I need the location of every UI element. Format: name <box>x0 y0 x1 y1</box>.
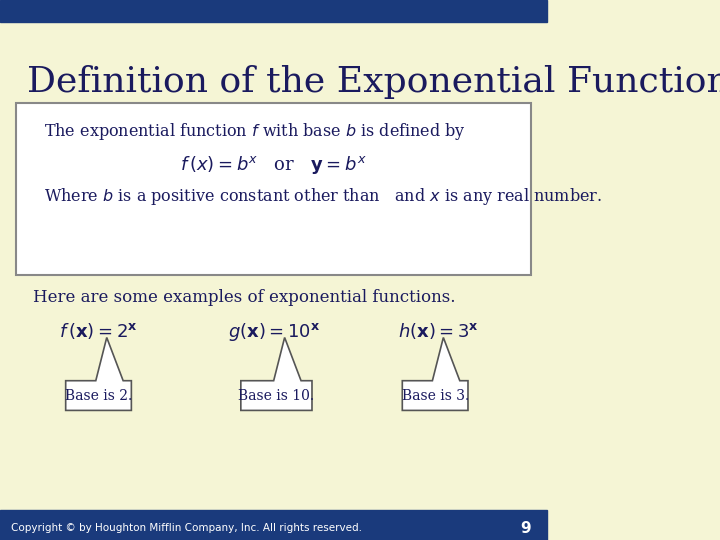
Text: Where $b$ is a positive constant other than   and $x$ is any real number.: Where $b$ is a positive constant other t… <box>44 186 602 207</box>
Text: Base is 10.: Base is 10. <box>238 389 315 402</box>
Polygon shape <box>240 338 312 410</box>
Bar <box>0 0 547 22</box>
Text: Here are some examples of exponential functions.: Here are some examples of exponential fu… <box>33 289 455 306</box>
Text: $f\,(\mathbf{x}) = 2^\mathbf{x}$: $f\,(\mathbf{x}) = 2^\mathbf{x}$ <box>59 321 138 341</box>
Text: $f\,(x) = b^x$   or   $\mathbf{y} = b^x$: $f\,(x) = b^x$ or $\mathbf{y} = b^x$ <box>180 154 367 176</box>
Text: $h(\mathbf{x}) = 3^\mathbf{x}$: $h(\mathbf{x}) = 3^\mathbf{x}$ <box>397 321 478 341</box>
Bar <box>0 510 547 540</box>
Text: $g(\mathbf{x}) = 10^\mathbf{x}$: $g(\mathbf{x}) = 10^\mathbf{x}$ <box>228 321 320 343</box>
Polygon shape <box>402 338 468 410</box>
Polygon shape <box>66 338 131 410</box>
Text: Base is 3.: Base is 3. <box>402 389 469 402</box>
Text: Definition of the Exponential Function: Definition of the Exponential Function <box>27 65 720 99</box>
Text: Base is 2.: Base is 2. <box>65 389 132 402</box>
Text: 9: 9 <box>521 521 531 536</box>
Text: The exponential function $f$ with base $b$ is defined by: The exponential function $f$ with base $… <box>44 122 466 143</box>
FancyBboxPatch shape <box>17 103 531 275</box>
Text: Copyright © by Houghton Mifflin Company, Inc. All rights reserved.: Copyright © by Houghton Mifflin Company,… <box>11 523 362 533</box>
